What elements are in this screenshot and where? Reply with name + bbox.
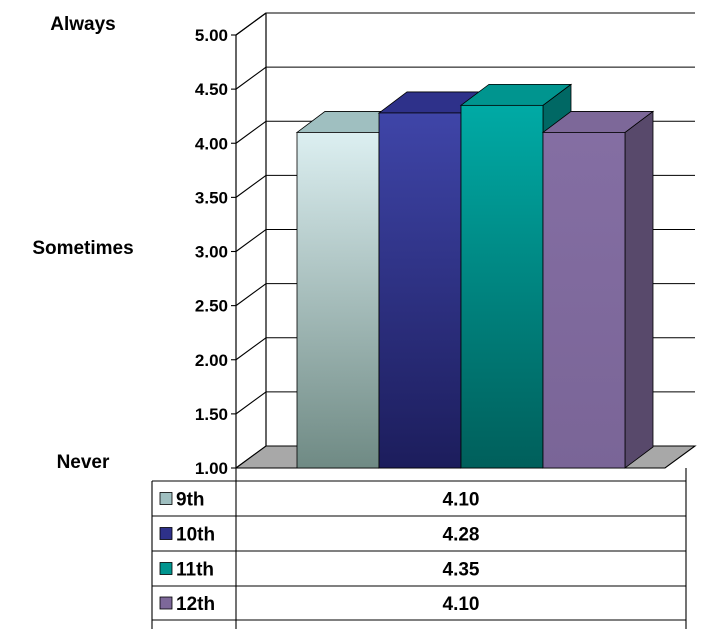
bar-12th — [541, 110, 655, 469]
value-label: 4.35 — [443, 560, 480, 581]
category-label: 11th — [176, 560, 214, 581]
bar-front — [460, 104, 544, 469]
bars — [295, 83, 655, 469]
gridline — [235, 66, 695, 90]
y-tick-label: 2.00 — [195, 351, 228, 370]
y-tick-label: 1.00 — [195, 459, 228, 478]
value-label: 4.10 — [443, 490, 480, 511]
table-row: 10th 4.28 — [159, 525, 480, 546]
data-table: 9th 4.10 10th 4.28 11th 4.35 12th 4.10 — [151, 468, 687, 629]
y-tick-label: 5.00 — [195, 26, 228, 45]
category-label: 10th — [176, 525, 215, 546]
y-tick-label: 2.50 — [195, 297, 228, 316]
scale-label-always: Always — [50, 14, 115, 35]
table-row: 9th 4.10 — [159, 490, 480, 511]
value-label: 4.28 — [443, 525, 480, 546]
legend-swatch — [159, 527, 173, 540]
y-tick-label: 4.50 — [195, 80, 228, 99]
bar-side — [624, 110, 654, 469]
y-tick-label: 3.00 — [195, 243, 228, 262]
legend-swatch — [159, 492, 173, 505]
table-row: 12th 4.10 — [159, 594, 480, 615]
scale-labels: Always Sometimes Never — [32, 14, 133, 473]
category-label: 9th — [176, 490, 205, 511]
value-label: 4.10 — [443, 594, 480, 615]
y-tick-label: 1.50 — [195, 405, 228, 424]
legend-swatch — [159, 596, 173, 610]
table-row: 11th 4.35 — [159, 560, 480, 581]
bar-front — [296, 132, 380, 469]
bar-front — [378, 112, 462, 469]
bar-front — [542, 132, 626, 469]
y-tick-label: 3.50 — [195, 188, 228, 207]
y-axis-ticks: 1.00 1.50 2.00 2.50 3.00 3.50 4.00 4.50 5.00 — [195, 26, 236, 478]
y-tick-label: 4.00 — [195, 134, 228, 153]
scale-label-never: Never — [57, 452, 110, 473]
gridline — [235, 12, 695, 36]
category-label: 12th — [176, 594, 215, 615]
scale-label-sometimes: Sometimes — [32, 238, 133, 259]
legend-swatch — [159, 562, 173, 575]
